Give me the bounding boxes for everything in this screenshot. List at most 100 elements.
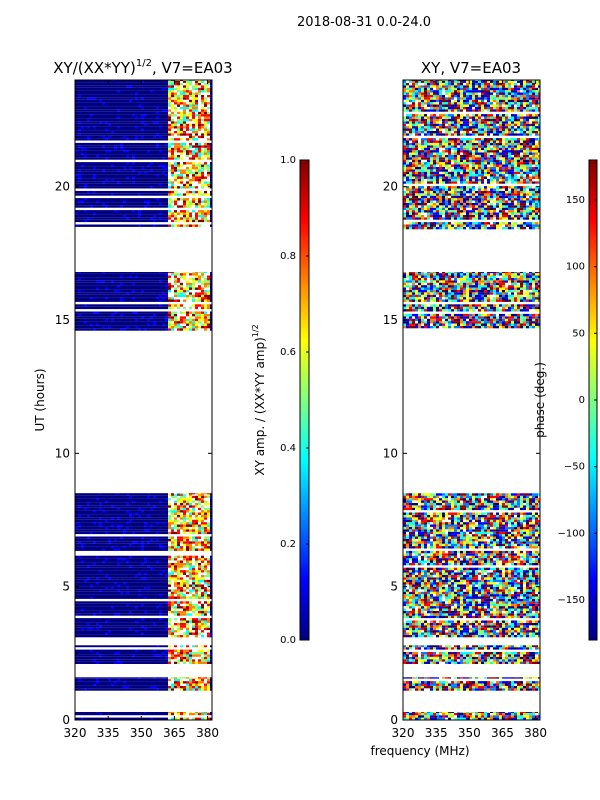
heatmap-cell [117, 610, 120, 614]
heatmap-cell [84, 500, 87, 503]
heatmap-cell [78, 548, 81, 551]
heatmap-cell [183, 577, 186, 580]
heatmap-cell [132, 313, 135, 317]
heatmap-cell [198, 522, 201, 525]
heatmap-cell [147, 567, 150, 571]
heatmap-cell [96, 591, 99, 595]
heatmap-cell [171, 219, 174, 223]
heatmap-cell [165, 328, 168, 331]
heatmap-cell [141, 594, 144, 597]
heatmap-cell [105, 717, 108, 720]
heatmap-cell [81, 577, 84, 580]
heatmap-cell [165, 318, 168, 322]
heatmap-cell [171, 277, 174, 281]
heatmap-cell [210, 712, 212, 713]
heatmap-cell [147, 538, 150, 542]
heatmap-cell [144, 297, 147, 300]
heatmap-cell [111, 318, 114, 322]
heatmap-cell [168, 594, 171, 597]
heatmap-cell [147, 591, 150, 595]
heatmap-cell [105, 634, 108, 638]
heatmap-cell [117, 519, 120, 523]
heatmap-cell [132, 622, 135, 626]
heatmap-cell [156, 620, 159, 623]
heatmap-cell [75, 306, 78, 310]
heatmap-cell [162, 526, 165, 530]
heatmap-cell [138, 198, 141, 201]
heatmap-cell [111, 574, 114, 578]
heatmap-cell [141, 280, 144, 283]
heatmap-cell [78, 717, 81, 720]
heatmap-cell [120, 582, 123, 585]
heatmap-cell [204, 645, 207, 648]
heatmap-cell [129, 202, 132, 206]
heatmap-cell [102, 620, 105, 623]
heatmap-cell [165, 507, 168, 511]
heatmap-cell [111, 661, 114, 664]
heatmap-cell [99, 625, 102, 628]
heatmap-cell [147, 582, 150, 585]
heatmap-cell [114, 622, 117, 626]
heatmap-cell [180, 493, 183, 495]
heatmap-cell [90, 502, 93, 506]
heatmap-cell [108, 546, 111, 549]
heatmap-cell [126, 541, 129, 544]
heatmap-cell [171, 712, 174, 716]
heatmap-cell [153, 548, 156, 551]
heatmap-cell [135, 299, 138, 302]
heatmap-cell [138, 618, 141, 621]
heatmap-cell [84, 304, 87, 307]
heatmap-cell [105, 311, 108, 314]
heatmap-cell [156, 538, 159, 542]
heatmap-cell [204, 493, 207, 496]
heatmap-cell [201, 712, 204, 716]
heatmap-cell [135, 586, 138, 590]
heatmap-cell [141, 683, 144, 686]
heatmap-cell [174, 224, 177, 227]
heatmap-cell [171, 656, 174, 660]
heatmap-cell [132, 649, 135, 652]
heatmap-cell [87, 524, 90, 527]
heatmap-cell [135, 321, 138, 324]
heatmap-cell [180, 190, 183, 194]
heatmap-cell [120, 562, 123, 566]
heatmap-cell [156, 622, 159, 626]
heatmap-cell [126, 186, 129, 189]
heatmap-cell [141, 217, 144, 220]
heatmap-cell [141, 273, 144, 276]
heatmap-cell [132, 531, 135, 535]
heatmap-cell [102, 292, 105, 295]
heatmap-cell [84, 214, 87, 218]
heatmap-cell [207, 678, 210, 682]
heatmap-cell [108, 526, 111, 530]
heatmap-cell [156, 649, 159, 652]
heatmap-cell [207, 562, 210, 566]
heatmap-cell [147, 510, 150, 513]
heatmap-cell [171, 555, 174, 559]
heatmap-cell [96, 630, 99, 633]
heatmap-cell [159, 589, 162, 592]
heatmap-cell [126, 560, 129, 563]
heatmap-cell [120, 517, 123, 520]
heatmap-cell [117, 683, 120, 686]
heatmap-cell [87, 683, 90, 686]
heatmap-cell [177, 217, 180, 220]
heatmap-cell [147, 212, 150, 215]
heatmap-cell [111, 654, 114, 657]
heatmap-cell [192, 620, 195, 623]
heatmap-cell [75, 495, 78, 499]
heatmap-cell [177, 562, 180, 566]
heatmap-cell [156, 212, 159, 215]
heatmap-cell [165, 579, 168, 583]
heatmap-cell [132, 570, 135, 573]
heatmap-cell [78, 493, 81, 495]
heatmap-cell [210, 311, 212, 314]
heatmap-cell [114, 656, 117, 660]
heatmap-cell [192, 659, 195, 662]
heatmap-cell [75, 567, 78, 571]
heatmap-cell [180, 219, 183, 223]
heatmap-cell [144, 577, 147, 580]
heatmap-cell [135, 316, 138, 319]
heatmap-cell [111, 200, 114, 203]
heatmap-cell [153, 579, 156, 583]
